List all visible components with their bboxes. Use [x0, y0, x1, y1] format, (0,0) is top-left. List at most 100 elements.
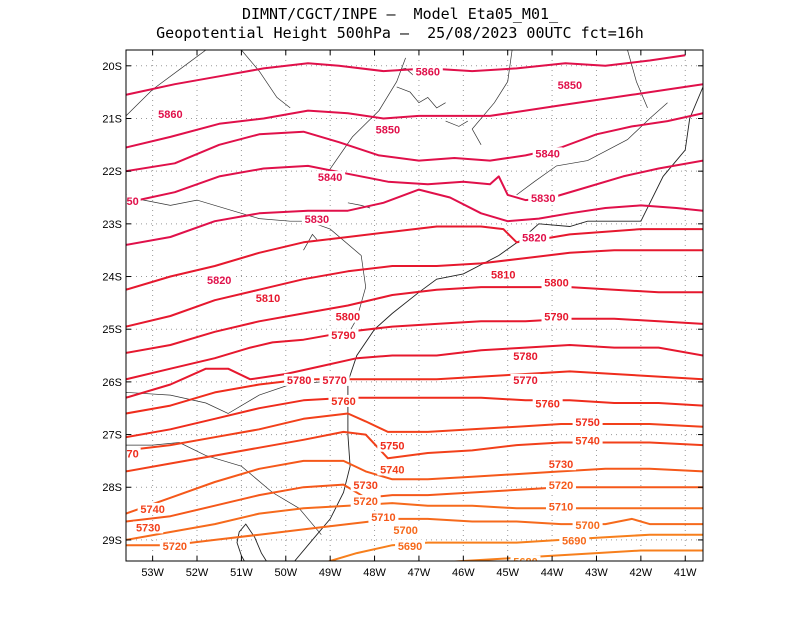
contour-label-bg [572, 518, 603, 531]
contour-label: 5730 [353, 480, 377, 492]
lat-tick-label: 25S [102, 324, 122, 336]
contour-label: 5820 [207, 275, 231, 287]
geography [126, 50, 703, 561]
contour-label-bg [395, 539, 426, 552]
contour-label: 5830 [305, 214, 329, 226]
title-line-1: DIMNT/CGCT/INPE – Model Eta05_M01_ [241, 5, 559, 23]
contour-label-bg [137, 502, 168, 515]
state-border [126, 442, 322, 535]
contour-label-bg [253, 292, 284, 305]
contour-label-bg [545, 479, 576, 492]
lon-tick-label: 45W [496, 567, 519, 579]
contour-label: 5830 [531, 193, 555, 205]
contour-5720 [126, 459, 703, 515]
contour-label-bg [510, 555, 541, 561]
lon-tick-label: 46W [452, 567, 475, 579]
coastline [236, 523, 267, 561]
contour-5770 [126, 344, 703, 399]
contour-label: 5810 [491, 270, 515, 282]
contour-label: 5840 [318, 172, 342, 184]
contour-label: 5680 [513, 557, 537, 569]
lon-tick-label: 43W [585, 567, 608, 579]
contour-labels: 5860 5850 5860 5850 5840 5840 50 5830 5830 5820 58… [126, 65, 603, 569]
contour-label: 5760 [535, 399, 559, 411]
contour-label: 5770 [322, 375, 346, 387]
lon-tick-label: 52W [186, 567, 209, 579]
contour-label: 5850 [558, 80, 582, 92]
contour-5780 [126, 317, 703, 381]
contour-label-bg [332, 310, 363, 323]
contour-label-bg [133, 521, 164, 534]
lon-tick-label: 51W [230, 567, 253, 579]
contour-5760 [126, 370, 703, 415]
contour-label-bg [315, 171, 346, 184]
contour-5850 [126, 83, 703, 149]
lat-tick-label: 26S [102, 377, 122, 389]
lat-tick-label: 27S [102, 430, 122, 442]
lat-tick-label: 29S [102, 535, 122, 547]
contour-5680 [326, 533, 703, 561]
contour-label-bg [350, 495, 381, 508]
contour-label: 5720 [549, 480, 573, 492]
contour-label-bg [519, 231, 550, 244]
contour-label-bg [328, 394, 359, 407]
contour-label: 5850 [376, 125, 400, 137]
lake-outline [303, 233, 318, 251]
contour-label-bg [159, 539, 190, 552]
contour-label: 5770 [513, 375, 537, 387]
contour-5750 [126, 396, 703, 439]
contour-5800 [126, 249, 703, 328]
contour-label-bg [510, 350, 541, 363]
contour-label: 5700 [575, 520, 599, 532]
contour-label-bg [488, 268, 519, 281]
contour-label-bg [377, 439, 408, 452]
lon-tick-label: 48W [363, 567, 386, 579]
contour-label-bg [541, 276, 572, 289]
contour-5790 [126, 286, 703, 354]
state-border [471, 50, 513, 145]
contour-label-bg [554, 78, 585, 91]
contour-label: 5690 [398, 541, 422, 553]
contour-label-bg [510, 373, 541, 386]
contour-label-bg [126, 194, 141, 207]
contour-label: 5860 [416, 67, 440, 79]
contour-5670 [446, 549, 703, 561]
contour-label-bg [204, 273, 235, 286]
contour-label: 5690 [562, 536, 586, 548]
lon-tick-label: 49W [319, 567, 342, 579]
contour-label: 5860 [158, 109, 182, 121]
lon-tick-label: 47W [408, 567, 431, 579]
contour-label: 5710 [371, 512, 395, 524]
lon-tick-label: 41W [674, 567, 697, 579]
contour-label-bg [155, 107, 186, 120]
lat-tick-label: 20S [102, 61, 122, 73]
contour-5860 [126, 54, 686, 96]
contour-label: 5740 [380, 464, 404, 476]
contour-label: 5750 [380, 441, 404, 453]
contour-label-bg [368, 510, 399, 523]
contour-label-bg [412, 65, 443, 78]
contour-label: 5730 [136, 522, 160, 534]
contour-label-bg [284, 373, 315, 386]
contour-label-bg [572, 416, 603, 429]
contour-label-bg [541, 310, 572, 323]
lat-tick-label: 24S [102, 272, 122, 284]
lat-tick-label: 21S [102, 113, 122, 125]
contour-label-bg [545, 500, 576, 513]
lon-tick-label: 53W [141, 567, 164, 579]
contour-label: 5800 [544, 277, 568, 289]
contour-label: 5720 [353, 496, 377, 508]
contour-label-bg [328, 329, 359, 342]
contour-label: 5780 [287, 375, 311, 387]
contour-label-bg [528, 192, 559, 205]
state-border [627, 50, 648, 109]
state-border [516, 102, 668, 196]
contour-label-bg [532, 147, 563, 160]
state-border [126, 50, 207, 117]
state-border [126, 376, 344, 414]
contour-5810 [126, 225, 703, 291]
contour-label: 5820 [522, 233, 546, 245]
contour-label: 70 [127, 449, 139, 461]
contour-label: 5720 [163, 541, 187, 553]
